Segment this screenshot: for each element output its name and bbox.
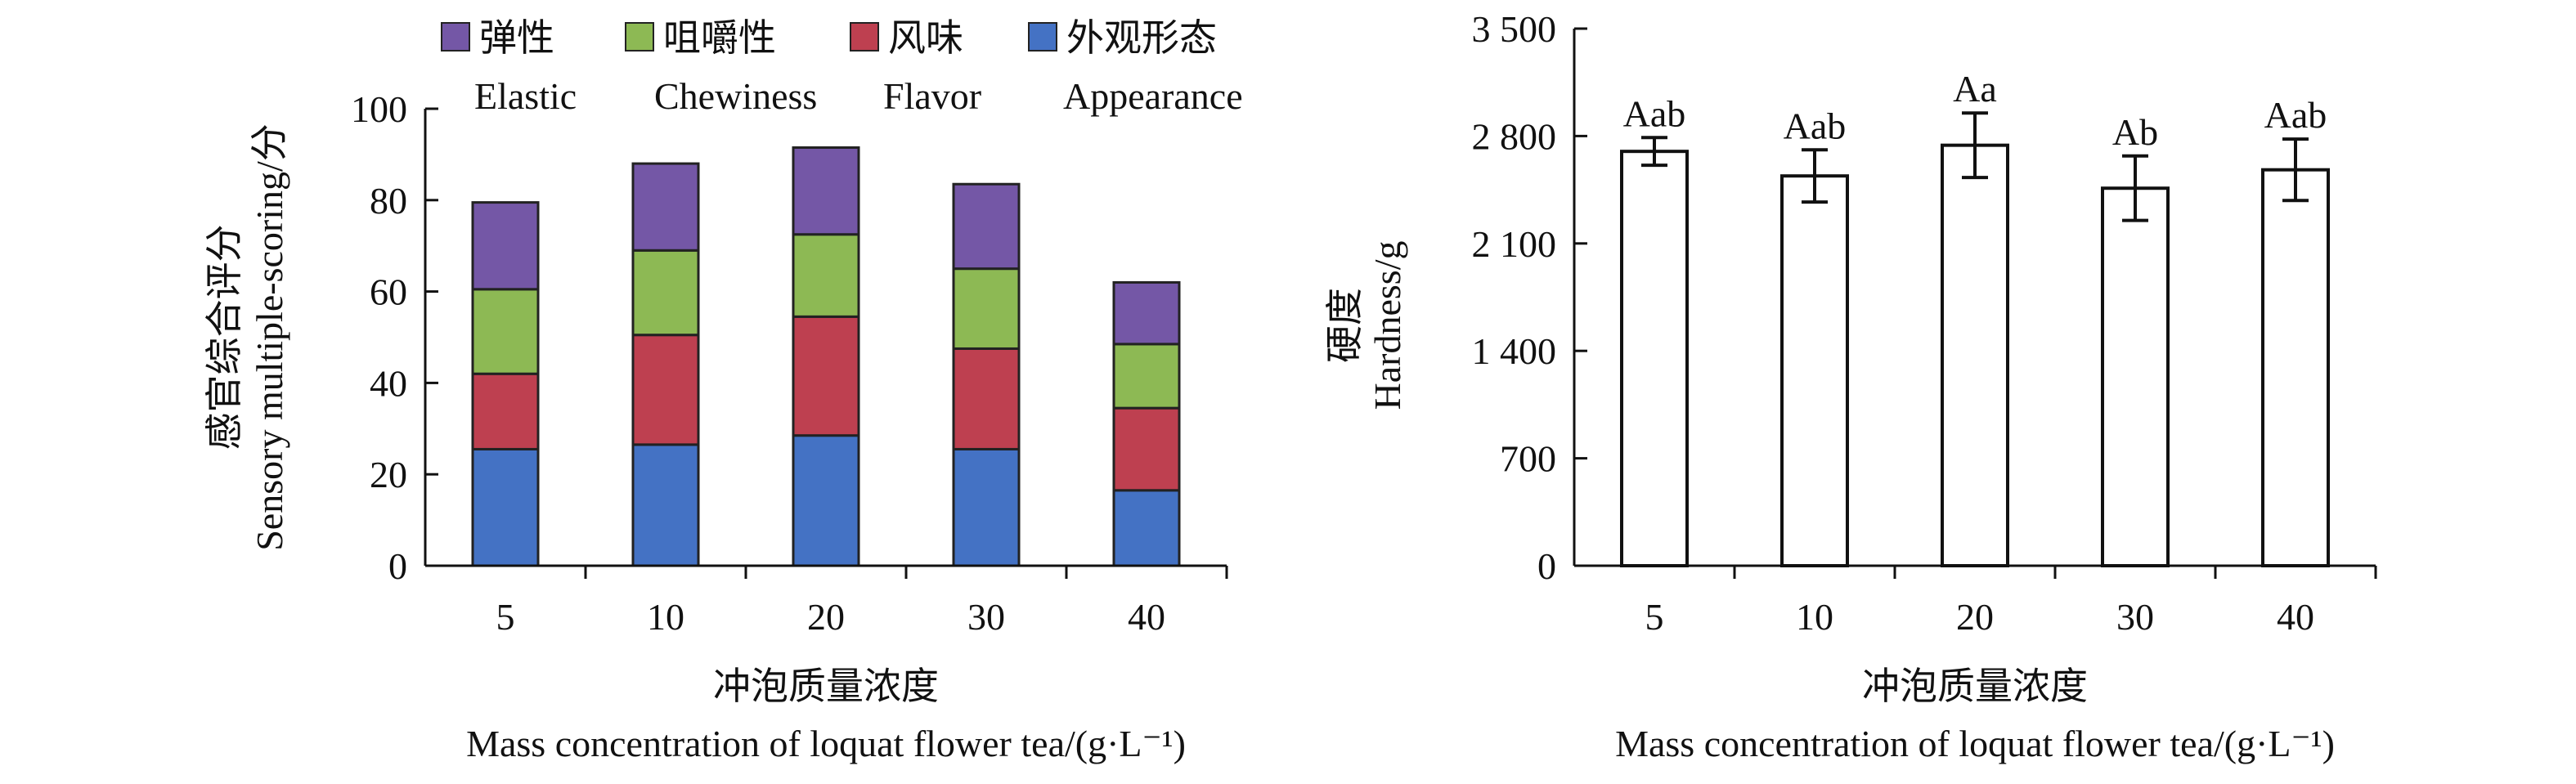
legend-label-en-flavor: Flavor: [883, 75, 981, 117]
legend-swatch-flavor: [850, 22, 879, 52]
legend-swatch-elastic: [441, 22, 470, 52]
y-tick-label: 0: [388, 545, 407, 587]
bar-segment-chewiness-5: [471, 288, 540, 375]
y-axis-title-en: Hardness/g: [1367, 241, 1408, 410]
bar-segment-elastic-40: [1112, 280, 1181, 346]
y-tick-label: 0: [1537, 545, 1556, 587]
bar-segment-appearance-10: [631, 443, 700, 567]
y-tick-label: 1 400: [1472, 330, 1557, 372]
hardness-bar-40: [2261, 168, 2330, 567]
significance-label-10: Aab: [1784, 105, 1847, 146]
x-tick-label: 30: [967, 596, 1005, 638]
y-axis-title-en: Sensory multiple-scoring/分: [249, 123, 290, 551]
x-axis-title-en: Mass concentration of loquat flower tea/…: [466, 723, 1186, 764]
x-tick-label: 5: [496, 596, 515, 638]
bar-segment-chewiness-40: [1112, 343, 1181, 410]
y-tick-label: 60: [370, 271, 407, 313]
bar-segment-flavor-40: [1112, 406, 1181, 492]
x-tick-label: 10: [647, 596, 684, 638]
bar-segment-appearance-5: [471, 447, 540, 567]
hardness-chart: Aab Aab Aa Ab Aab 0 700 1 400 2 100 2 800 3 500 5 10…: [1322, 8, 2377, 764]
legend-label-en-chewiness: Chewiness: [654, 75, 817, 117]
y-axis-title-cn: 感官综合评分: [202, 225, 246, 450]
legend-label-cn-elastic: 弹性: [479, 16, 554, 60]
significance-label-30: Ab: [2112, 111, 2158, 153]
legend-label-cn-chewiness: 咀嚼性: [663, 16, 776, 60]
y-tick-label: 3 500: [1472, 8, 1557, 50]
bar-segment-chewiness-30: [952, 267, 1021, 350]
x-axis-title-cn: 冲泡质量浓度: [713, 664, 939, 708]
bar-segment-elastic-20: [792, 146, 860, 236]
bar-segment-flavor-10: [631, 334, 700, 446]
legend-swatch-appearance: [1028, 22, 1057, 52]
y-tick-label: 2 100: [1472, 223, 1557, 265]
legend-label-cn-appearance: 外观形态: [1066, 16, 1217, 60]
x-tick-label: 40: [2277, 596, 2314, 638]
x-tick-label: 40: [1128, 596, 1165, 638]
y-tick-label: 20: [370, 454, 407, 495]
x-tick-label: 30: [2116, 596, 2154, 638]
y-axis-title-cn: 硬度: [1322, 288, 1367, 363]
significance-label-20: Aa: [1953, 68, 1997, 110]
x-tick-label: 20: [807, 596, 845, 638]
bar-segment-flavor-5: [471, 372, 540, 450]
bar-segment-elastic-5: [471, 201, 540, 291]
hardness-bar-30: [2101, 186, 2170, 567]
bar-segment-elastic-10: [631, 162, 700, 252]
y-tick-label: 2 800: [1472, 115, 1557, 157]
bar-segment-chewiness-10: [631, 249, 700, 337]
legend-label-en-elastic: Elastic: [474, 75, 577, 117]
bar-segment-appearance-30: [952, 447, 1021, 567]
x-axis-title-en: Mass concentration of loquat flower tea/…: [1615, 723, 2335, 764]
x-tick-label: 10: [1796, 596, 1833, 638]
y-tick-label: 700: [1500, 438, 1556, 480]
hardness-bar-20: [1941, 143, 2009, 568]
x-axis-title-cn: 冲泡质量浓度: [1862, 664, 2088, 708]
legend-label-en-appearance: Appearance: [1063, 75, 1243, 117]
bar-segment-appearance-20: [792, 434, 860, 567]
hardness-bar-5: [1620, 150, 1689, 568]
x-tick-label: 5: [1645, 596, 1664, 638]
bar-segment-chewiness-20: [792, 233, 860, 318]
y-tick-label: 80: [370, 180, 407, 222]
bar-segment-flavor-30: [952, 347, 1021, 450]
significance-label-5: Aab: [1623, 92, 1686, 134]
sensory-score-chart: 0 20 40 60 80 100 5 10 20 30 40 冲泡质量浓度 Mass concentr…: [202, 16, 1243, 764]
y-tick-label: 40: [370, 362, 407, 404]
x-tick-label: 20: [1956, 596, 1994, 638]
y-tick-label: 100: [351, 88, 407, 130]
hardness-bar-10: [1780, 174, 1849, 567]
bar-segment-flavor-20: [792, 315, 860, 437]
legend-swatch-chewiness: [625, 22, 654, 52]
bar-segment-elastic-30: [952, 182, 1021, 271]
bar-segment-appearance-40: [1112, 489, 1181, 567]
significance-label-40: Aab: [2264, 94, 2327, 136]
legend-label-cn-flavor: 风味: [888, 16, 963, 60]
